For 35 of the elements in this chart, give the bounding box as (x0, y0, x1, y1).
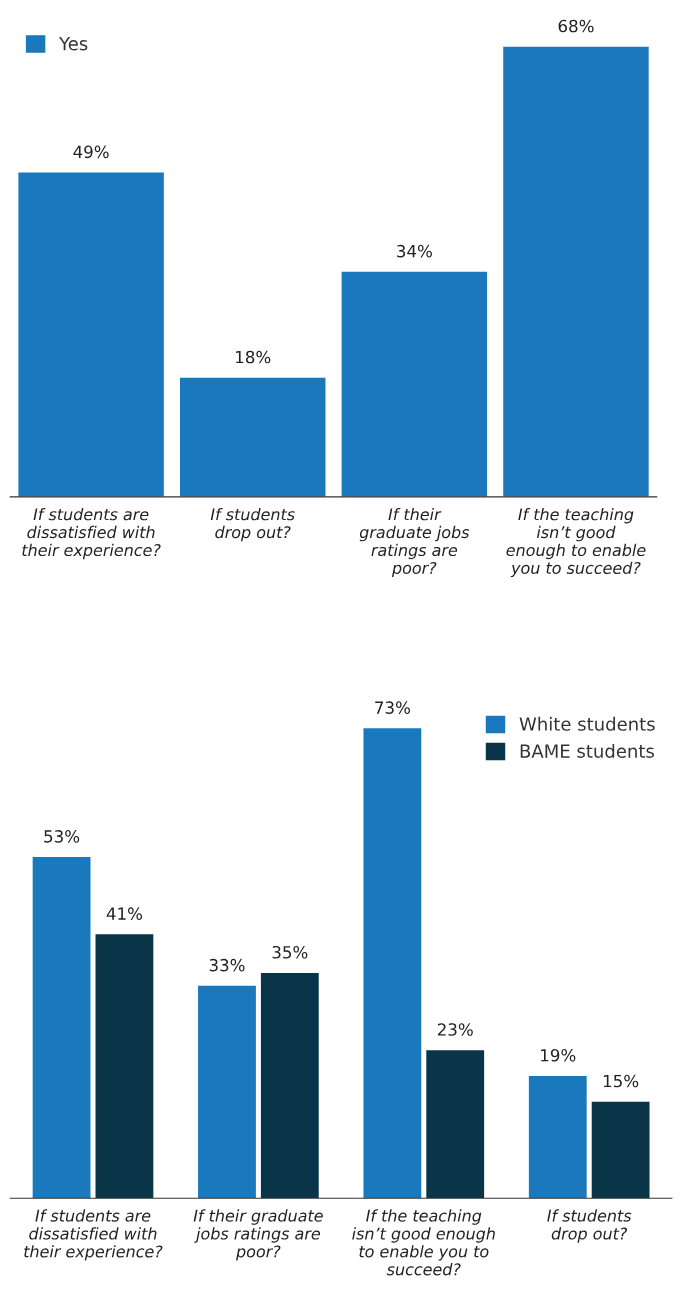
x-tick-label: If students drop out? (210, 507, 295, 542)
data-label: 34% (397, 244, 432, 258)
legend-label: Yes (59, 37, 88, 51)
bar (426, 1050, 485, 1199)
data-label: 68% (558, 19, 594, 33)
x-tick-label: If their graduate jobs ratings are poor? (193, 1209, 323, 1261)
bar (503, 46, 649, 497)
bar (363, 728, 422, 1199)
x-tick-label: If the teaching isn’t good enough to enable you to succeed? (506, 507, 646, 578)
bar (180, 377, 326, 497)
x-tick-label: If the teaching isn’t good enough to enable you to succeed? (352, 1209, 495, 1276)
legend-label: White students (519, 716, 655, 731)
data-label: 15% (603, 1074, 639, 1088)
x-tick-label: If their graduate jobs ratings are poor? (359, 507, 470, 578)
x-tick-label: If students are dissatisfied with their experience? (24, 1209, 163, 1261)
data-label: 18% (236, 350, 271, 364)
data-label: 41% (106, 907, 143, 920)
data-label: 73% (375, 701, 410, 714)
data-label: 35% (272, 945, 308, 959)
bar (95, 934, 154, 1199)
x-tick-label: If students are dissatisfied with their experience? (22, 507, 161, 560)
x-tick-label: If students drop out? (547, 1209, 632, 1243)
data-label: 19% (541, 1048, 576, 1062)
bar (18, 172, 164, 497)
bar (341, 271, 488, 497)
data-label: 23% (437, 1023, 473, 1036)
data-label: 53% (44, 830, 80, 843)
legend-label: BAME students (520, 743, 654, 758)
bar (198, 985, 256, 1199)
bar (260, 972, 319, 1199)
data-label: 49% (73, 145, 109, 159)
bar (528, 1075, 587, 1199)
data-label: 33% (209, 958, 245, 972)
bar (32, 857, 91, 1199)
bar (591, 1101, 650, 1199)
